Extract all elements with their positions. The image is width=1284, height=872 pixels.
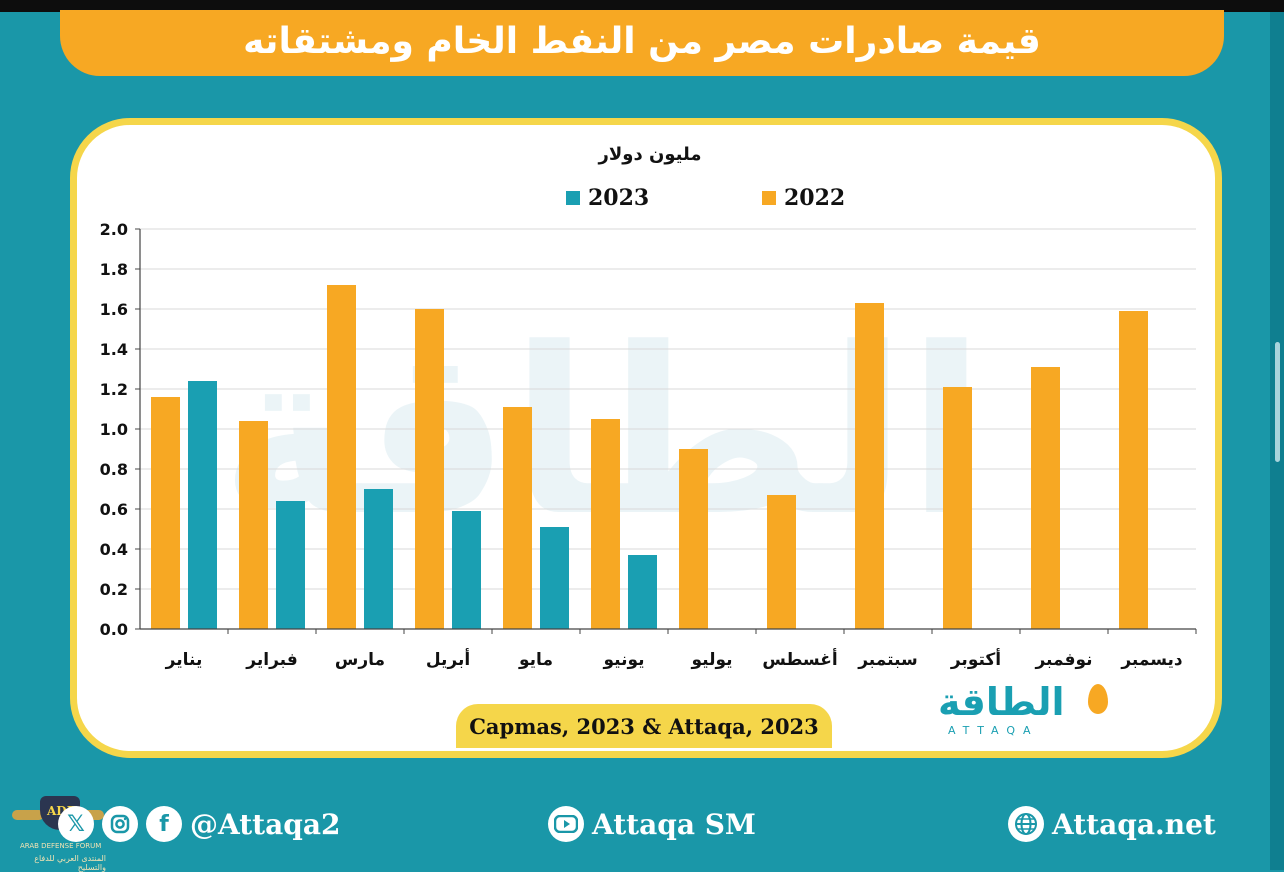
facebook-icon[interactable]: f [146,806,182,842]
footer-social: 𝕏 f @Attaqa2 [58,804,340,844]
scrollbar-track[interactable] [1270,12,1284,870]
y-tick-label: 1.6 [100,300,128,319]
bar-2023 [452,511,481,629]
x-tick-label: نوفمبر [1034,650,1092,670]
legend-label-2022: 2022 [784,185,846,211]
y-tick-label: 0.0 [100,620,128,639]
page-title: قيمة صادرات مصر من النفط الخام ومشتقاته [243,21,1041,62]
bar-2022 [503,407,532,629]
bar-2022 [679,449,708,629]
badge-text-en: ARAB DEFENSE FORUM [20,842,102,850]
y-tick-label: 1.4 [100,340,128,359]
bar-2022 [767,495,796,629]
x-tick-label: فبراير [245,650,297,670]
y-tick-label: 1.0 [100,420,128,439]
source-tab: Capmas, 2023 & Attaqa, 2023 [456,704,832,748]
logo-english: ATTAQA [948,724,1039,737]
bar-2023 [540,527,569,629]
youtube-icon[interactable] [548,806,584,842]
x-tick-label: ديسمبر [1120,650,1183,670]
y-tick-label: 0.6 [100,500,128,519]
bar-2022 [1031,367,1060,629]
x-tick-label: أغسطس [762,648,837,670]
y-tick-label: 0.2 [100,580,128,599]
x-tick-label: أكتوبر [950,648,1001,670]
y-tick-label: 1.8 [100,260,128,279]
bar-2022 [591,419,620,629]
top-strip [0,0,1284,12]
x-tick-label: سبتمبر [857,650,918,670]
attaqa-logo: الطاقة ATTAQA [938,680,1118,744]
y-tick-label: 1.2 [100,380,128,399]
legend-swatch-2023 [566,191,580,205]
website-link[interactable]: Attaqa.net [1052,807,1216,841]
footer-website: Attaqa.net [1008,804,1216,844]
x-tick-label: مايو [518,650,553,670]
y-tick-label: 0.4 [100,540,128,559]
bar-2022 [855,303,884,629]
instagram-icon[interactable] [102,806,138,842]
bar-2023 [364,489,393,629]
wing-left-icon [12,810,44,820]
x-tick-label: يناير [165,650,203,670]
youtube-channel[interactable]: Attaqa SM [592,807,756,841]
logo-arabic: الطاقة [938,680,1065,724]
scrollbar-thumb[interactable] [1275,342,1280,462]
source-text: Capmas, 2023 & Attaqa, 2023 [469,713,819,739]
bar-2022 [239,421,268,629]
badge-text-ar: المنتدى العربي للدفاع والتسليح [34,854,106,872]
legend-label-2023: 2023 [588,185,650,211]
bar-2022 [943,387,972,629]
x-tick-label: أبريل [426,648,470,670]
flame-icon [1088,684,1108,714]
bar-2023 [628,555,657,629]
x-tick-label: يونيو [602,650,644,670]
x-tick-label: مارس [335,650,385,670]
title-banner: قيمة صادرات مصر من النفط الخام ومشتقاته [60,10,1224,76]
y-tick-label: 2.0 [100,220,128,239]
bar-2022 [415,309,444,629]
footer-youtube: Attaqa SM [548,804,756,844]
bar-2023 [276,501,305,629]
legend-2023: 2023 [566,185,649,211]
bar-2023 [188,381,217,629]
globe-icon[interactable] [1008,806,1044,842]
social-handle[interactable]: @Attaqa2 [190,807,341,841]
bar-2022 [151,397,180,629]
legend-swatch-2022 [762,191,776,205]
unit-label: مليون دولار [598,144,702,165]
x-icon[interactable]: 𝕏 [58,806,94,842]
legend-2022: 2022 [762,185,845,211]
bar-2022 [1119,311,1148,629]
y-tick-label: 0.8 [100,460,128,479]
x-tick-label: يوليو [690,650,732,670]
bar-2022 [327,285,356,629]
